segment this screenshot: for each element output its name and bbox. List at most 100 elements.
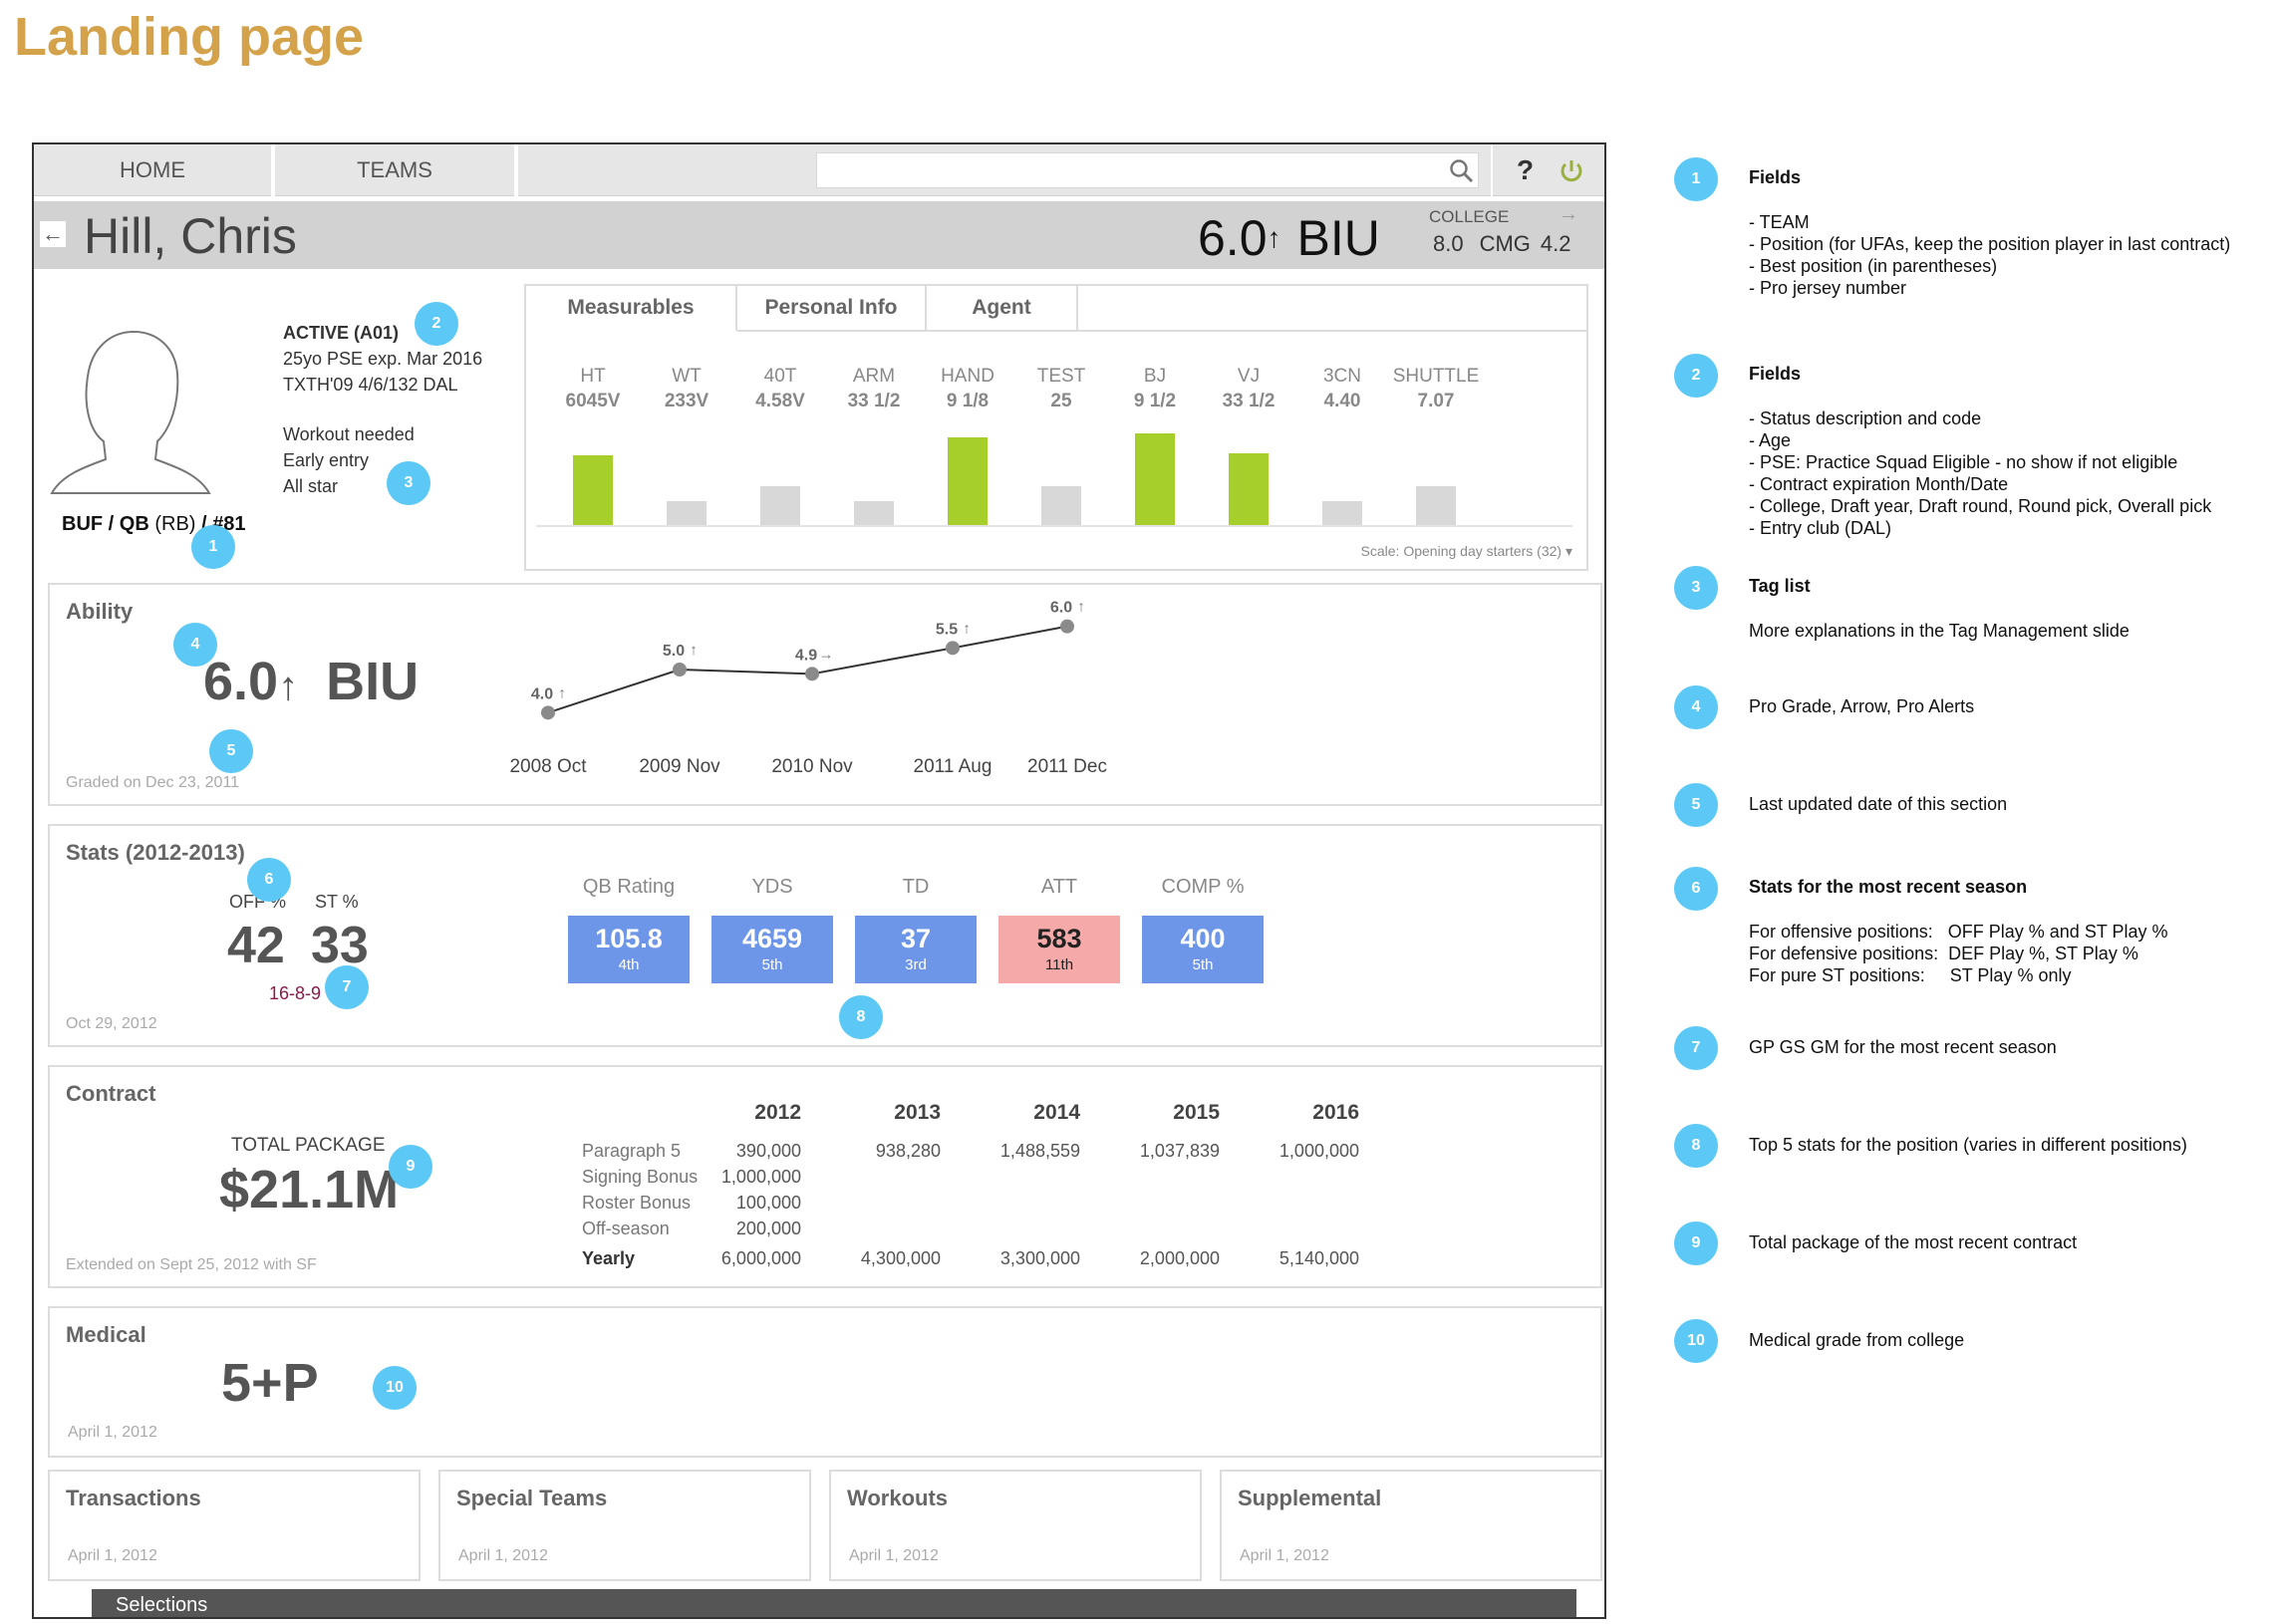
trend-arrow-icon: → bbox=[819, 646, 834, 663]
player-header: ← Hill, Chris 6.0↑ BIU COLLEGE → 8.0 CMG 4.… bbox=[34, 201, 1604, 269]
measurable-wt: WT 233V bbox=[642, 366, 731, 412]
medical-panel: Medical 5+P April 1, 2012 bbox=[48, 1306, 1602, 1458]
stat-box[interactable]: 37 3rd bbox=[855, 916, 977, 983]
scale-selector[interactable]: Scale: Opening day starters (32) ▾ bbox=[1360, 543, 1572, 559]
note-badge: 1 bbox=[1674, 157, 1718, 201]
callout-badge: 10 bbox=[373, 1366, 417, 1410]
contract-table: 2012 2013 2014 2015 2016 Paragraph 5 390,000 93… bbox=[582, 1097, 1479, 1276]
contract-cell: 1,037,839 bbox=[1139, 1141, 1220, 1161]
back-arrow-icon[interactable]: ← bbox=[40, 221, 66, 247]
contract-cell: 5,140,000 bbox=[1278, 1248, 1359, 1268]
college-grades: 8.0 CMG 4.2 bbox=[1433, 231, 1571, 256]
note-line: - Contract expiration Month/Date bbox=[1749, 474, 2009, 494]
contract-cell: 938,280 bbox=[875, 1141, 941, 1161]
note-line: For defensive positions: DEF Play %, ST … bbox=[1749, 944, 2138, 963]
contract-row-label: Paragraph 5 bbox=[582, 1141, 682, 1161]
stat-rank: 11th bbox=[1044, 956, 1074, 973]
callout-badge: 6 bbox=[247, 858, 291, 902]
total-package-label: TOTAL PACKAGE bbox=[231, 1135, 386, 1156]
stat-box[interactable]: 4659 5th bbox=[711, 916, 833, 983]
selections-bar[interactable]: Selections bbox=[92, 1589, 1576, 1617]
measurables-values: HT 6045V WT 233V 40T 4.58V ARM 33 1/2 HAND 9 1/8 T… bbox=[536, 366, 1572, 415]
gp-gs-gm: 16-8-9 bbox=[269, 983, 322, 1003]
nav-teams-tab[interactable]: TEAMS bbox=[275, 144, 518, 196]
annotation-notes: 1 Fields - TEAM - Position (for UFAs, keep … bbox=[1674, 0, 2272, 1624]
measurable-bar bbox=[573, 455, 613, 525]
note-line: - Entry club (DAL) bbox=[1749, 518, 1892, 538]
tag-item[interactable]: Early entry bbox=[283, 450, 370, 470]
measurable-40t: 40T 4.58V bbox=[735, 366, 825, 412]
note-badge: 7 bbox=[1674, 1026, 1718, 1070]
player-pro-grade: 6.0↑ BIU bbox=[1198, 210, 1380, 266]
stat-rank: 4th bbox=[618, 956, 640, 973]
contract-label: Contract bbox=[66, 1081, 156, 1106]
note-badge: 5 bbox=[1674, 783, 1718, 827]
stat-rank: 5th bbox=[1192, 956, 1214, 973]
measurable-value: 4.58V bbox=[755, 391, 805, 411]
medical-grade: 5+P bbox=[221, 1353, 319, 1413]
note-line: - Status description and code bbox=[1749, 408, 1982, 428]
measurable-vj: VJ 33 1/2 bbox=[1204, 366, 1293, 412]
medical-date: April 1, 2012 bbox=[68, 1424, 157, 1441]
point-label: 4.0 bbox=[531, 685, 553, 702]
callout-badge: 8 bbox=[839, 995, 883, 1039]
note-line: - College, Draft year, Draft round, Roun… bbox=[1749, 496, 2212, 516]
trend-arrow-icon: ↑ bbox=[558, 684, 566, 701]
note-line: - Position (for UFAs, keep the position … bbox=[1749, 234, 2231, 254]
age-pse-contract: 25yo PSE exp. Mar 2016 bbox=[283, 349, 483, 369]
tab-agent[interactable]: Agent bbox=[927, 286, 1078, 332]
measurable-shuttle: SHUTTLE 7.07 bbox=[1391, 366, 1481, 412]
measurable-bar bbox=[1416, 486, 1456, 525]
right-arrow-icon[interactable]: → bbox=[1559, 203, 1578, 225]
measurable-value: 233V bbox=[664, 391, 710, 411]
contract-year-header: 2015 bbox=[1173, 1101, 1220, 1124]
note-line: For pure ST positions: ST Play % only bbox=[1749, 965, 2072, 985]
stat-box[interactable]: 105.8 4th bbox=[568, 916, 690, 983]
measurable-value: 33 1/2 bbox=[1222, 391, 1276, 411]
note-line: For offensive positions: OFF Play % and … bbox=[1749, 922, 2168, 942]
contract-cell: 200,000 bbox=[735, 1218, 801, 1238]
tab-measurables[interactable]: Measurables bbox=[526, 286, 737, 332]
tab-personal-info[interactable]: Personal Info bbox=[737, 286, 927, 332]
trend-arrow-icon: ↑ bbox=[1077, 599, 1085, 616]
tag-item[interactable]: Workout needed bbox=[283, 424, 415, 444]
power-icon[interactable] bbox=[1559, 158, 1584, 184]
help-icon[interactable]: ? bbox=[1517, 154, 1535, 185]
note-line: - Age bbox=[1749, 430, 1792, 450]
measurable-name: VJ bbox=[1237, 366, 1261, 387]
search-input[interactable] bbox=[816, 152, 1479, 188]
callout-badge: 4 bbox=[173, 623, 217, 667]
stat-value: 105.8 bbox=[595, 924, 663, 953]
player-name: Hill, Chris bbox=[84, 208, 297, 264]
tag-item[interactable]: All star bbox=[283, 476, 339, 496]
special-teams-panel[interactable]: Special Teams April 1, 2012 bbox=[438, 1470, 811, 1581]
stat-box[interactable]: 583 11th bbox=[998, 916, 1120, 983]
stat-box[interactable]: 400 5th bbox=[1142, 916, 1264, 983]
measurable-bar bbox=[1041, 486, 1081, 525]
supplemental-panel[interactable]: Supplemental April 1, 2012 bbox=[1220, 1470, 1602, 1581]
nav-home-tab[interactable]: HOME bbox=[34, 144, 275, 196]
contract-year-header: 2014 bbox=[1033, 1101, 1080, 1124]
measurable-3cn: 3CN 4.40 bbox=[1297, 366, 1387, 412]
measurable-name: SHUTTLE bbox=[1392, 366, 1480, 387]
college-draft-info: TXTH'09 4/6/132 DAL bbox=[283, 375, 458, 395]
measurable-bar bbox=[1135, 433, 1175, 525]
note-line: Top 5 stats for the position (varies in … bbox=[1749, 1135, 2187, 1155]
point-label: 4.9 bbox=[795, 647, 817, 664]
callout-badge: 5 bbox=[209, 729, 253, 773]
college-label: COLLEGE bbox=[1429, 207, 1510, 226]
note-badge: 10 bbox=[1674, 1319, 1718, 1363]
measurable-name: WT bbox=[672, 366, 702, 387]
top-stats: QB Rating 105.8 4th YDS 4659 5th TD 37 3rd ATT 583… bbox=[568, 876, 1325, 1015]
trend-point bbox=[541, 705, 555, 720]
search-icon[interactable] bbox=[1449, 158, 1475, 184]
st-label: ST % bbox=[315, 892, 359, 912]
st-play-pct: 33 bbox=[311, 917, 369, 974]
note-line: - Best position (in parentheses) bbox=[1749, 256, 1998, 276]
workouts-panel[interactable]: Workouts April 1, 2012 bbox=[829, 1470, 1202, 1581]
contract-row-label: Signing Bonus bbox=[582, 1167, 699, 1187]
extended-note: Extended on Sept 25, 2012 with SF bbox=[66, 1256, 317, 1273]
measurable-bar bbox=[1229, 453, 1269, 525]
measurable-name: 3CN bbox=[1322, 366, 1361, 387]
transactions-panel[interactable]: Transactions April 1, 2012 bbox=[48, 1470, 421, 1581]
